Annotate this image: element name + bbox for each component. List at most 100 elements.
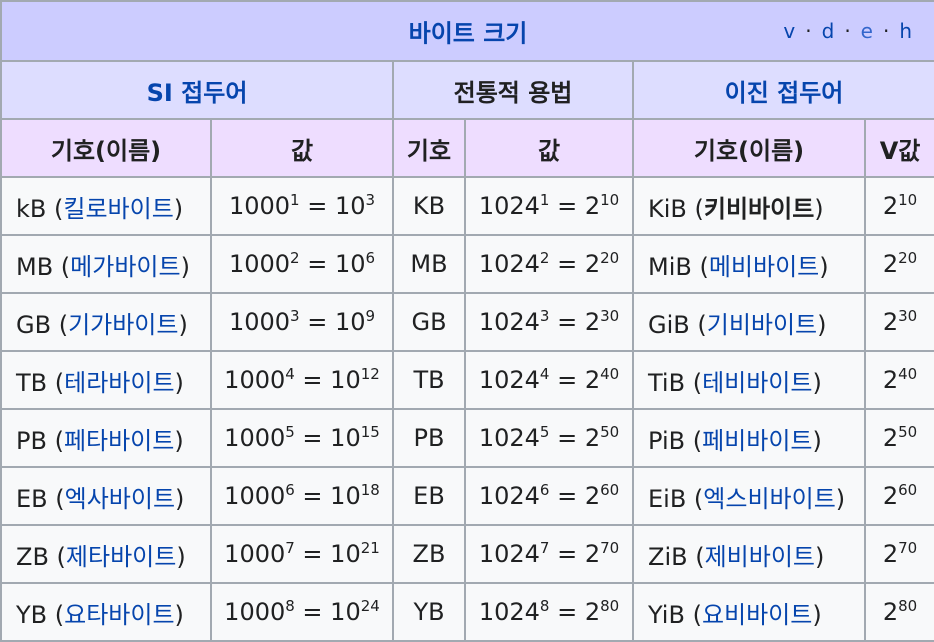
- si-exponent: 6: [285, 481, 295, 499]
- si-value-cell: 10005 = 1015: [210, 408, 394, 468]
- si-symbol: ZB: [16, 542, 49, 571]
- si-exponent: 1: [290, 191, 300, 209]
- col-header-trad-symbol: 기호: [392, 118, 466, 178]
- si-power-base: 10: [334, 192, 366, 220]
- si-symbol-cell: GB (기가바이트): [0, 292, 212, 352]
- si-name-link[interactable]: 엑사바이트: [64, 484, 176, 513]
- si-name-link[interactable]: 메가바이트: [70, 252, 181, 281]
- bin-symbol: EiB: [648, 484, 687, 513]
- trad-base: 1024: [478, 424, 540, 452]
- v-base: 2: [882, 540, 899, 568]
- bin-name-link[interactable]: 테비바이트: [702, 368, 813, 397]
- bin-symbol-cell: MiB (메비바이트): [632, 234, 866, 294]
- trad-value-cell: 10245 = 250: [464, 408, 634, 468]
- si-symbol-cell: kB (킬로바이트): [0, 176, 212, 236]
- si-symbol: YB: [16, 600, 48, 629]
- table-row: MB (메가바이트) 10002 = 106 MB 10242 = 220 Mi…: [0, 234, 934, 294]
- separator-dot: ·: [805, 19, 812, 43]
- bin-name-link[interactable]: 기비바이트: [706, 310, 818, 339]
- bin-symbol-cell: EiB (엑스비바이트): [632, 466, 866, 526]
- si-power-exponent: 9: [365, 307, 376, 325]
- si-name-link[interactable]: 기가바이트: [68, 310, 179, 339]
- si-base: 1000: [224, 424, 286, 452]
- trad-power-base: 2: [584, 482, 601, 510]
- si-name-link[interactable]: 제타바이트: [65, 542, 177, 571]
- col-header-trad-value: 값: [464, 118, 634, 178]
- si-exponent: 5: [285, 423, 295, 441]
- v-exponent: 20: [898, 249, 918, 267]
- bin-symbol-cell: GiB (기비바이트): [632, 292, 866, 352]
- si-exponent: 3: [290, 307, 300, 325]
- trad-exponent: 6: [539, 481, 550, 499]
- col-header-si-value: 값: [210, 118, 394, 178]
- bin-value-cell: 250: [863, 408, 934, 468]
- si-value-cell: 10008 = 1024: [210, 582, 394, 642]
- si-name-link[interactable]: 요타바이트: [64, 600, 175, 629]
- trad-symbol-cell: GB: [392, 292, 466, 352]
- trad-exponent: 8: [539, 597, 550, 615]
- table-row: GB (기가바이트) 10003 = 109 GB 10243 = 230 Gi…: [0, 292, 934, 352]
- history-template-link[interactable]: h: [899, 19, 913, 43]
- si-value-cell: 10002 = 106: [210, 234, 394, 294]
- bin-symbol-cell: PiB (페비바이트): [632, 408, 866, 468]
- navbox-links: v · d · e · h: [783, 19, 912, 43]
- si-base: 1000: [228, 192, 291, 220]
- bin-symbol-cell: KiB (키비바이트): [632, 176, 866, 236]
- trad-symbol-cell: EB: [392, 466, 466, 526]
- v-base: 2: [882, 192, 899, 220]
- edit-template-link[interactable]: e: [860, 19, 873, 43]
- view-template-link[interactable]: v: [783, 19, 796, 43]
- trad-power-exponent: 60: [600, 481, 620, 499]
- group-header-binary[interactable]: 이진 접두어: [631, 60, 934, 120]
- si-value-cell: 10001 = 103: [210, 176, 394, 236]
- bin-name-link[interactable]: 요비바이트: [701, 600, 813, 629]
- si-base: 1000: [224, 366, 286, 394]
- trad-base: 1024: [478, 482, 540, 510]
- group-header-traditional: 전통적 용법: [392, 60, 634, 120]
- si-power-base: 10: [330, 482, 361, 510]
- col-header-bin-symbol: 기호(이름): [632, 118, 866, 178]
- discuss-template-link[interactable]: d: [821, 19, 835, 43]
- bin-symbol-cell: ZiB (제비바이트): [632, 524, 866, 584]
- v-exponent: 30: [898, 307, 918, 325]
- bin-name-link[interactable]: 메비바이트: [708, 252, 820, 281]
- trad-symbol-cell: PB: [392, 408, 466, 468]
- trad-exponent: 5: [539, 423, 550, 441]
- si-symbol-cell: TB (테라바이트): [0, 350, 212, 410]
- table-row: EB (엑사바이트) 10006 = 1018 EB 10246 = 260 E…: [0, 466, 934, 526]
- trad-symbol-cell: ZB: [392, 524, 466, 584]
- si-name-link[interactable]: 페타바이트: [63, 426, 175, 455]
- trad-power-exponent: 30: [600, 307, 620, 325]
- si-value-cell: 10006 = 1018: [210, 466, 394, 526]
- si-symbol: GB: [16, 310, 52, 339]
- v-base: 2: [882, 250, 899, 278]
- group-header-binary-link[interactable]: 이진 접두어: [724, 78, 844, 107]
- navbox-title-cell: 바이트 크기 v · d · e · h: [0, 0, 934, 62]
- bin-value-cell: 280: [863, 582, 934, 642]
- si-symbol: kB: [16, 194, 47, 223]
- trad-power-base: 2: [584, 250, 601, 278]
- si-value-cell: 10003 = 109: [210, 292, 394, 352]
- trad-value-cell: 10242 = 220: [464, 234, 634, 294]
- bin-symbol: KiB: [648, 194, 687, 223]
- bin-name-link[interactable]: 페비바이트: [702, 426, 813, 455]
- si-power-base: 10: [330, 424, 361, 452]
- si-base: 1000: [228, 308, 291, 336]
- trad-power-exponent: 20: [600, 249, 620, 267]
- si-name-link[interactable]: 킬로바이트: [63, 194, 174, 223]
- si-name-link[interactable]: 테라바이트: [64, 368, 175, 397]
- bin-symbol: GiB: [648, 310, 690, 339]
- v-base: 2: [882, 308, 899, 336]
- group-header-si[interactable]: SI 접두어: [0, 60, 394, 120]
- v-exponent: 80: [898, 597, 918, 615]
- trad-exponent: 2: [539, 249, 550, 267]
- bin-name-link[interactable]: 엑스비바이트: [703, 484, 836, 513]
- bin-value-cell: 240: [863, 350, 934, 410]
- trad-value-cell: 10241 = 210: [464, 176, 634, 236]
- bin-value-cell: 270: [863, 524, 934, 584]
- bin-value-cell: 260: [863, 466, 934, 526]
- bin-name-link[interactable]: 제비바이트: [704, 542, 815, 571]
- bin-symbol: YiB: [648, 600, 685, 629]
- group-header-si-link[interactable]: SI 접두어: [146, 78, 248, 107]
